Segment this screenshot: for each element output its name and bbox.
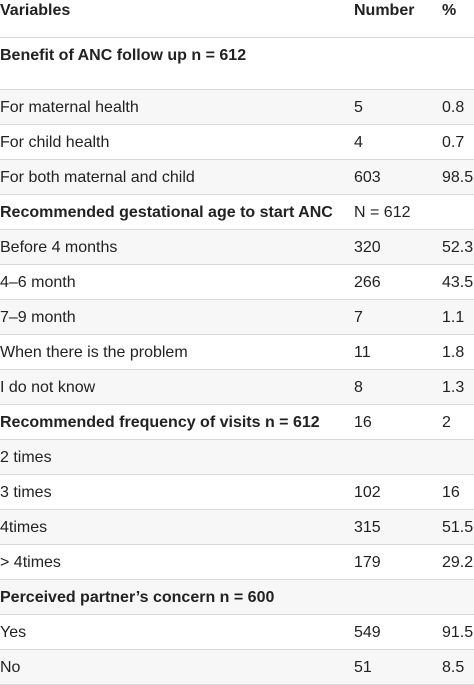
percent-cell: 0.7: [442, 134, 465, 151]
variable-cell: 4–6 month: [0, 274, 76, 291]
variable-cell: > 4times: [0, 554, 61, 571]
percent-cell: 1.3: [442, 379, 465, 396]
variable-cell: 3 times: [0, 484, 52, 501]
header-variables: Variables: [0, 2, 71, 19]
section-row: Recommended gestational age to start ANC…: [0, 195, 474, 230]
table-row: I do not know 8 1.3: [0, 370, 474, 405]
table-row: For maternal health 5 0.8: [0, 90, 474, 125]
table-row: Yes 549 91.5: [0, 615, 474, 650]
variable-cell: For both maternal and child: [0, 169, 195, 186]
variable-cell: No: [0, 659, 21, 676]
number-cell: 11: [354, 344, 371, 361]
header-percent: %: [442, 2, 457, 19]
percent-cell: 1.1: [442, 309, 465, 326]
number-cell: 179: [354, 554, 381, 571]
table-row: For child health 4 0.7: [0, 125, 474, 160]
table-header-row: Variables Number %: [0, 0, 474, 38]
variable-cell: Recommended frequency of visits n = 612: [0, 414, 320, 431]
table-row: 7–9 month 7 1.1: [0, 300, 474, 335]
percent-cell: 2: [442, 414, 451, 431]
percent-cell: 8.5: [442, 659, 465, 676]
variable-cell: Before 4 months: [0, 239, 118, 256]
number-cell: 266: [354, 274, 381, 291]
number-cell: N = 612: [354, 204, 411, 221]
number-cell: 5: [354, 99, 363, 116]
percent-cell: 1.8: [442, 344, 465, 361]
table-body: Benefit of ANC follow up n = 612 For mate…: [0, 38, 474, 685]
variable-cell: Yes: [0, 624, 27, 641]
number-cell: 549: [354, 624, 381, 641]
percent-cell: 51.5: [442, 519, 474, 536]
table-row: 4times 315 51.5: [0, 510, 474, 545]
table-row: > 4times 179 29.2: [0, 545, 474, 580]
number-cell: 102: [354, 484, 381, 501]
percent-cell: 43.5: [442, 274, 474, 291]
percent-cell: 52.3: [442, 239, 474, 256]
number-cell: 315: [354, 519, 381, 536]
table-row: When there is the problem 11 1.8: [0, 335, 474, 370]
variable-cell: Benefit of ANC follow up n = 612: [0, 47, 247, 64]
number-cell: 7: [354, 309, 363, 326]
number-cell: 4: [354, 134, 363, 151]
percent-cell: 91.5: [442, 624, 474, 641]
variable-cell: Recommended gestational age to start ANC: [0, 204, 333, 221]
number-cell: 320: [354, 239, 381, 256]
number-cell: 16: [354, 414, 372, 431]
table-row: 4–6 month 266 43.5: [0, 265, 474, 300]
variable-cell: For maternal health: [0, 99, 139, 116]
percent-cell: 0.8: [442, 99, 465, 116]
variable-cell: When there is the problem: [0, 344, 188, 361]
section-row: Benefit of ANC follow up n = 612: [0, 38, 474, 90]
section-row: Perceived partner’s concern n = 600: [0, 580, 474, 615]
table-row: 2 times: [0, 440, 474, 475]
variable-cell: 4times: [0, 519, 48, 536]
variable-cell: 7–9 month: [0, 309, 76, 326]
number-cell: 603: [354, 169, 381, 186]
number-cell: 51: [354, 659, 372, 676]
variable-cell: For child health: [0, 134, 110, 151]
number-cell: 8: [354, 379, 363, 396]
table-row: No 51 8.5: [0, 650, 474, 685]
percent-cell: 98.5: [442, 169, 474, 186]
header-number: Number: [354, 2, 415, 19]
table-row: 3 times 102 16: [0, 475, 474, 510]
variable-cell: Perceived partner’s concern n = 600: [0, 589, 275, 606]
percent-cell: 16: [442, 484, 460, 501]
percent-cell: 29.2: [442, 554, 474, 571]
section-row: Recommended frequency of visits n = 612 1…: [0, 405, 474, 440]
table-row: For both maternal and child 603 98.5: [0, 160, 474, 195]
variable-cell: 2 times: [0, 449, 52, 466]
table-row: Before 4 months 320 52.3: [0, 230, 474, 265]
variable-cell: I do not know: [0, 379, 96, 396]
